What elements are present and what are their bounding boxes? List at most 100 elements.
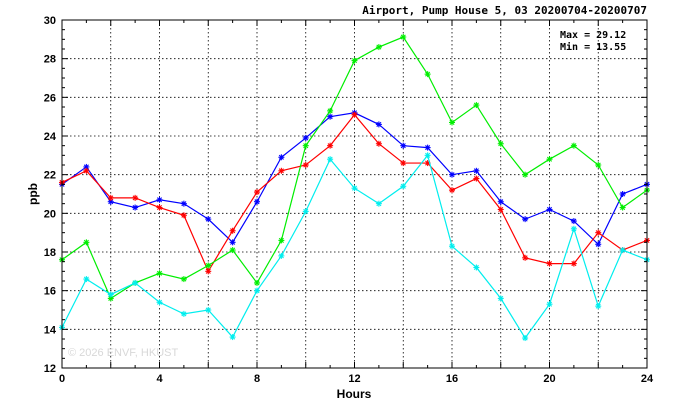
x-axis-title: Hours [337, 387, 372, 401]
data-point [229, 247, 236, 254]
data-point [302, 162, 309, 168]
y-tick-label: 28 [44, 54, 56, 66]
data-point [400, 34, 407, 41]
data-point [375, 121, 382, 128]
data-point [400, 160, 407, 167]
data-point [595, 303, 602, 310]
series-1 [59, 109, 650, 248]
data-point [351, 57, 358, 64]
data-point [449, 171, 455, 178]
data-point [497, 140, 504, 147]
min-annotation: Min = 13.55 [560, 41, 626, 53]
data-point [595, 241, 602, 248]
data-point [522, 171, 529, 178]
data-point [180, 276, 187, 283]
y-tick-label: 22 [44, 170, 56, 182]
data-point [302, 208, 309, 215]
data-point [278, 167, 285, 174]
data-point [327, 113, 334, 120]
data-point [229, 239, 236, 246]
x-tick-label: 0 [59, 373, 65, 385]
data-point [278, 252, 285, 259]
data-point [522, 216, 529, 223]
data-point [254, 198, 260, 205]
data-point [595, 229, 602, 236]
data-point [473, 167, 480, 174]
x-tick-label: 12 [348, 373, 360, 385]
data-point [229, 227, 236, 234]
data-point [522, 254, 529, 261]
data-point [497, 206, 504, 213]
y-tick-label: 26 [44, 92, 56, 104]
series-line [61, 154, 648, 340]
data-point [424, 144, 431, 151]
data-point [449, 187, 455, 194]
data-point [375, 140, 382, 147]
data-point [375, 200, 382, 207]
x-tick-label: 20 [543, 373, 555, 385]
data-point [107, 194, 114, 201]
max-annotation: Max = 29.12 [560, 30, 626, 41]
data-point [473, 102, 480, 109]
y-tick-label: 18 [44, 247, 56, 259]
data-point [180, 200, 187, 207]
data-point [546, 260, 553, 267]
data-point [132, 194, 139, 201]
data-point [400, 142, 407, 149]
data-point [254, 189, 260, 196]
data-point [180, 212, 187, 219]
data-point [473, 264, 480, 271]
data-point [156, 196, 163, 203]
series-layer [59, 34, 650, 342]
data-point [278, 237, 285, 244]
data-point [132, 279, 139, 286]
data-point [156, 270, 163, 277]
data-point [522, 335, 529, 342]
ticks: 0 4 8 12 16 20 24 12 14 16 18 20 22 24 26 28 30 [44, 15, 654, 385]
data-point [570, 260, 577, 267]
data-point [156, 204, 163, 211]
series-2 [59, 111, 650, 275]
data-point [278, 154, 285, 161]
data-point [497, 295, 504, 302]
data-point [546, 301, 553, 308]
data-point [473, 175, 480, 182]
data-point [449, 243, 455, 250]
y-tick-label: 20 [44, 208, 56, 220]
data-point [302, 134, 309, 141]
data-point [254, 287, 260, 294]
data-point [619, 191, 626, 197]
data-point [449, 119, 455, 126]
data-point [83, 239, 90, 246]
data-point [351, 185, 358, 192]
data-point [546, 156, 553, 163]
y-tick-label: 24 [44, 131, 57, 143]
data-point [327, 107, 334, 114]
y-axis-title: ppb [26, 183, 40, 205]
data-point [570, 142, 577, 149]
grid [62, 20, 647, 368]
data-point [302, 142, 309, 149]
data-point [205, 307, 212, 313]
series-4 [59, 152, 650, 342]
data-point [327, 156, 334, 163]
x-tick-label: 16 [446, 373, 458, 385]
data-point [205, 268, 212, 275]
data-point [570, 218, 577, 225]
y-tick-label: 30 [44, 15, 56, 27]
data-point [229, 334, 236, 341]
data-point [375, 44, 382, 51]
watermark: © 2026 ENVF, HKUST [68, 347, 178, 359]
data-point [107, 295, 114, 302]
y-tick-label: 14 [44, 324, 57, 336]
data-point [619, 204, 626, 211]
data-point [107, 291, 114, 298]
data-point [351, 111, 358, 118]
data-point [595, 162, 602, 168]
x-tick-label: 24 [641, 373, 654, 385]
data-point [424, 152, 431, 159]
data-point [497, 198, 504, 205]
data-point [83, 167, 90, 174]
data-point [400, 183, 407, 190]
